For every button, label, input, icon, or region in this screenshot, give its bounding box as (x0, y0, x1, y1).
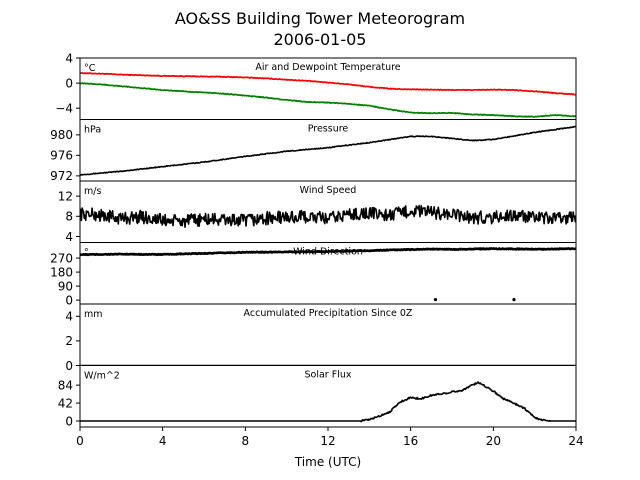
x-tick-label-1: 4 (159, 434, 167, 448)
y-tick-label-wind_speed-2: 4 (65, 230, 73, 244)
panel-title-precip: Accumulated Precipitation Since 0Z (244, 308, 413, 319)
panel-solar: 84 42 0 W/m^2 Solar Flux (58, 365, 577, 428)
series-line-temp-1 (80, 82, 576, 118)
panel-title-wind_dir: Wind Direction (293, 247, 363, 258)
y-tick-label-wind_dir-3: 0 (65, 293, 73, 307)
y-tick-label-pressure-0: 980 (50, 128, 73, 142)
x-axis-label: Time (UTC) (294, 455, 361, 469)
y-tick-label-precip-1: 2 (65, 334, 73, 348)
series-point-wind_dir-0 (433, 298, 438, 302)
y-tick-label-solar-1: 42 (58, 396, 73, 410)
y-tick-label-wind_dir-0: 270 (50, 251, 73, 265)
x-tick-label-6: 24 (568, 434, 583, 448)
series-line-wind_speed-0 (80, 204, 576, 228)
y-tick-label-pressure-2: 972 (50, 169, 73, 183)
chart-title: AO&SS Building Tower Meteorogram (175, 9, 465, 28)
y-tick-label-wind_dir-2: 90 (58, 279, 73, 293)
x-axis: 0 4 8 12 16 20 24 (76, 427, 584, 448)
x-tick-label-5: 20 (486, 434, 501, 448)
y-tick-label-wind_speed-0: 12 (58, 189, 73, 203)
y-tick-label-precip-2: 0 (65, 359, 73, 373)
y-tick-label-temp-1: 0 (65, 76, 73, 90)
panel-wind_speed: 12 8 4 m/s Wind Speed (58, 180, 577, 244)
y-tick-label-temp-2: −4 (55, 102, 73, 116)
unit-label-pressure: hPa (84, 125, 101, 136)
panel-title-solar: Solar Flux (305, 370, 352, 381)
panel-pressure: 980 976 972 hPa Pressure (50, 119, 577, 183)
chart-subtitle: 2006-01-05 (274, 30, 367, 49)
panel-precip: 4 2 0 mm Accumulated Precipitation Since 0Z (65, 303, 577, 373)
y-tick-label-precip-0: 4 (65, 310, 73, 324)
panel-title-temp: Air and Dewpoint Temperature (255, 62, 400, 73)
series-line-solar-0 (80, 381, 576, 423)
unit-label-temp: °C (84, 63, 96, 74)
panel-title-pressure: Pressure (308, 124, 349, 135)
series-line-wind_dir-0 (80, 247, 576, 257)
x-tick-label-0: 0 (76, 434, 84, 448)
y-tick-label-solar-0: 84 (58, 378, 73, 392)
panel-temp: 4 0 −4 °C Air and Dewpoint Temperature (55, 51, 577, 120)
y-tick-label-temp-0: 4 (65, 51, 73, 65)
y-tick-label-solar-2: 0 (65, 414, 73, 428)
unit-label-precip: mm (84, 309, 103, 320)
y-tick-label-wind_speed-1: 8 (65, 210, 73, 224)
panel-title-wind_speed: Wind Speed (300, 185, 357, 196)
x-tick-label-3: 12 (320, 434, 335, 448)
unit-label-wind_speed: m/s (84, 186, 101, 197)
x-tick-label-4: 16 (403, 434, 418, 448)
panels-group: 4 0 −4 °C Air and Dewpoint Temperature 980 976… (50, 51, 577, 428)
x-tick-label-2: 8 (242, 434, 250, 448)
y-tick-label-wind_dir-1: 180 (50, 265, 73, 279)
series-point-wind_dir-1 (512, 298, 516, 302)
series-line-pressure-0 (80, 125, 576, 176)
series-line-temp-0 (80, 71, 576, 96)
unit-label-wind_dir: ° (84, 248, 89, 259)
unit-label-solar: W/m^2 (84, 371, 120, 382)
y-tick-label-pressure-1: 976 (50, 149, 73, 163)
